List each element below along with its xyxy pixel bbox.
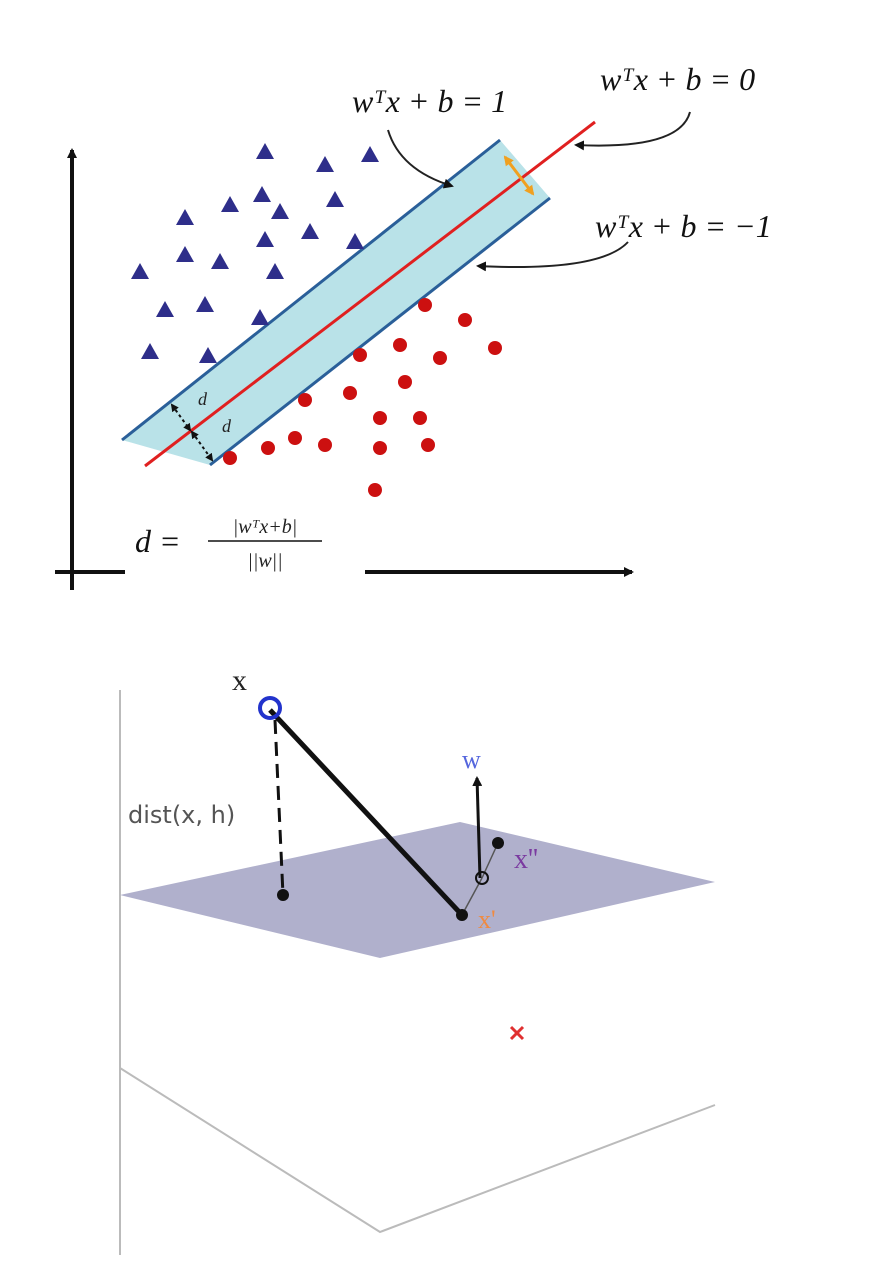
callout-arrow xyxy=(476,241,629,272)
formula-lhs: d = xyxy=(135,523,181,559)
class-a-point xyxy=(156,301,174,317)
class-a-point xyxy=(211,253,229,269)
margin-label: wᵀx + b = −1 xyxy=(595,208,772,244)
class-a-point xyxy=(199,347,217,363)
normal-label: w xyxy=(462,745,481,774)
class-a-point xyxy=(256,231,274,247)
class-b-point xyxy=(393,338,407,352)
class-a-point xyxy=(176,246,194,262)
point-x-prime xyxy=(456,909,468,921)
class-b-point xyxy=(413,411,427,425)
class-b-point xyxy=(373,411,387,425)
class-a-point xyxy=(176,209,194,225)
class-b-point xyxy=(318,438,332,452)
box-edge xyxy=(119,1067,716,1234)
class-b-point xyxy=(261,441,275,455)
class-b-point xyxy=(458,313,472,327)
class-a-point xyxy=(251,309,269,325)
margin-band xyxy=(122,140,550,465)
distance-label: d xyxy=(222,416,232,436)
connecting-line xyxy=(461,877,483,916)
class-b-point xyxy=(368,483,382,497)
class-b-point xyxy=(373,441,387,455)
class-b-point xyxy=(298,393,312,407)
callout-arrow xyxy=(387,129,454,189)
margin-line xyxy=(209,196,551,467)
class-a-point xyxy=(196,296,214,312)
cross-marker xyxy=(509,1025,525,1041)
class-a-point xyxy=(301,223,319,239)
class-a-point xyxy=(141,343,159,359)
class-b-point xyxy=(421,438,435,452)
margin-arrow xyxy=(503,155,535,196)
class-a-point xyxy=(256,143,274,159)
class-a-point xyxy=(361,146,379,162)
class-a-point xyxy=(326,191,344,207)
point-x-double-prime xyxy=(492,837,504,849)
class-b-point xyxy=(223,451,237,465)
decision-boundary xyxy=(144,120,596,468)
point-label: x' xyxy=(478,905,496,934)
point-label: x'' xyxy=(514,844,538,875)
class-a-point xyxy=(271,203,289,219)
class-b-point xyxy=(288,431,302,445)
distance-line xyxy=(273,719,285,896)
hyperplane-3d-diagram: x dist(x, h) w x'' x' xyxy=(119,664,716,1255)
class-a-point xyxy=(221,196,239,212)
class-a-point xyxy=(266,263,284,279)
class-b-point xyxy=(353,348,367,362)
projection-point xyxy=(277,889,289,901)
boundary-label: wᵀx + b = 0 xyxy=(600,61,755,97)
point-x xyxy=(258,696,282,720)
hyperplane xyxy=(120,822,715,958)
formula-denominator: ||w|| xyxy=(247,550,282,572)
connecting-line xyxy=(268,708,464,917)
class-b-point xyxy=(418,298,432,312)
class-a-point xyxy=(131,263,149,279)
normal-vector xyxy=(472,776,483,879)
class-a-point xyxy=(346,233,364,249)
point xyxy=(475,871,489,885)
callout-arrow xyxy=(574,111,691,151)
margin-label: wᵀx + b = 1 xyxy=(352,83,507,119)
class-a-point xyxy=(316,156,334,172)
class-b-point xyxy=(343,386,357,400)
class-b-point xyxy=(433,351,447,365)
distance-arrow xyxy=(170,403,192,432)
class-b-point xyxy=(488,341,502,355)
formula-numerator: |wᵀx+b| xyxy=(233,516,297,538)
distance-label: d xyxy=(198,389,208,409)
class-b-point xyxy=(398,375,412,389)
distance-label: dist(x, h) xyxy=(128,801,235,829)
svm-margin-diagram: wᵀx + b = 1 wᵀx + b = 0 wᵀx + b = −1 d d… xyxy=(55,61,772,590)
margin-line xyxy=(121,138,501,442)
point-label: x xyxy=(232,664,247,697)
class-a-point xyxy=(253,186,271,202)
